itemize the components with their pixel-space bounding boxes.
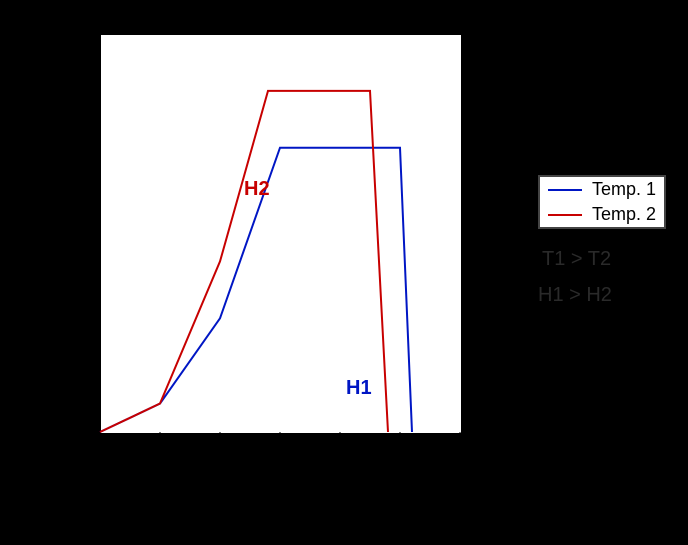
x-tick-label: 300 <box>445 442 475 463</box>
y-tick-label: 20 <box>70 137 90 158</box>
x-axis-label: tempo de cozimento (min) <box>100 474 460 492</box>
x-tick-label: 100 <box>205 442 235 463</box>
x-tick-label: 150 <box>265 442 295 463</box>
y-tick-label: 12 <box>70 250 90 271</box>
y-tick-label: 16 <box>70 194 90 215</box>
legend-label: Temp. 2 <box>592 204 656 225</box>
chart-svg <box>0 0 688 545</box>
y-tick-label: 0 <box>80 421 90 442</box>
series-temp-2 <box>100 91 388 432</box>
annotation-h2: H2 <box>244 178 270 201</box>
annotation-h1: H1 <box>346 377 372 400</box>
legend: Temp. 1 Temp. 2 <box>538 175 666 229</box>
x-tick-label: 50 <box>150 442 170 463</box>
y-tick-label: 8 <box>80 307 90 328</box>
x-tick-label: 200 <box>325 442 355 463</box>
legend-swatch <box>548 189 582 191</box>
y-axis-label: Elevação da temperatura (°C) <box>34 131 52 343</box>
legend-label: Temp. 1 <box>592 179 656 200</box>
x-tick-label: 250 <box>385 442 415 463</box>
legend-swatch <box>548 214 582 216</box>
legend-item: Temp. 1 <box>540 177 664 202</box>
side-note: T1 > T2 <box>542 248 611 271</box>
y-tick-label: 4 <box>80 364 90 385</box>
x-tick-label: 0 <box>95 442 105 463</box>
side-note: H1 > H2 <box>538 284 612 307</box>
legend-item: Temp. 2 <box>540 202 664 227</box>
y-tick-label: 28 <box>70 23 90 44</box>
y-tick-label: 24 <box>70 80 90 101</box>
